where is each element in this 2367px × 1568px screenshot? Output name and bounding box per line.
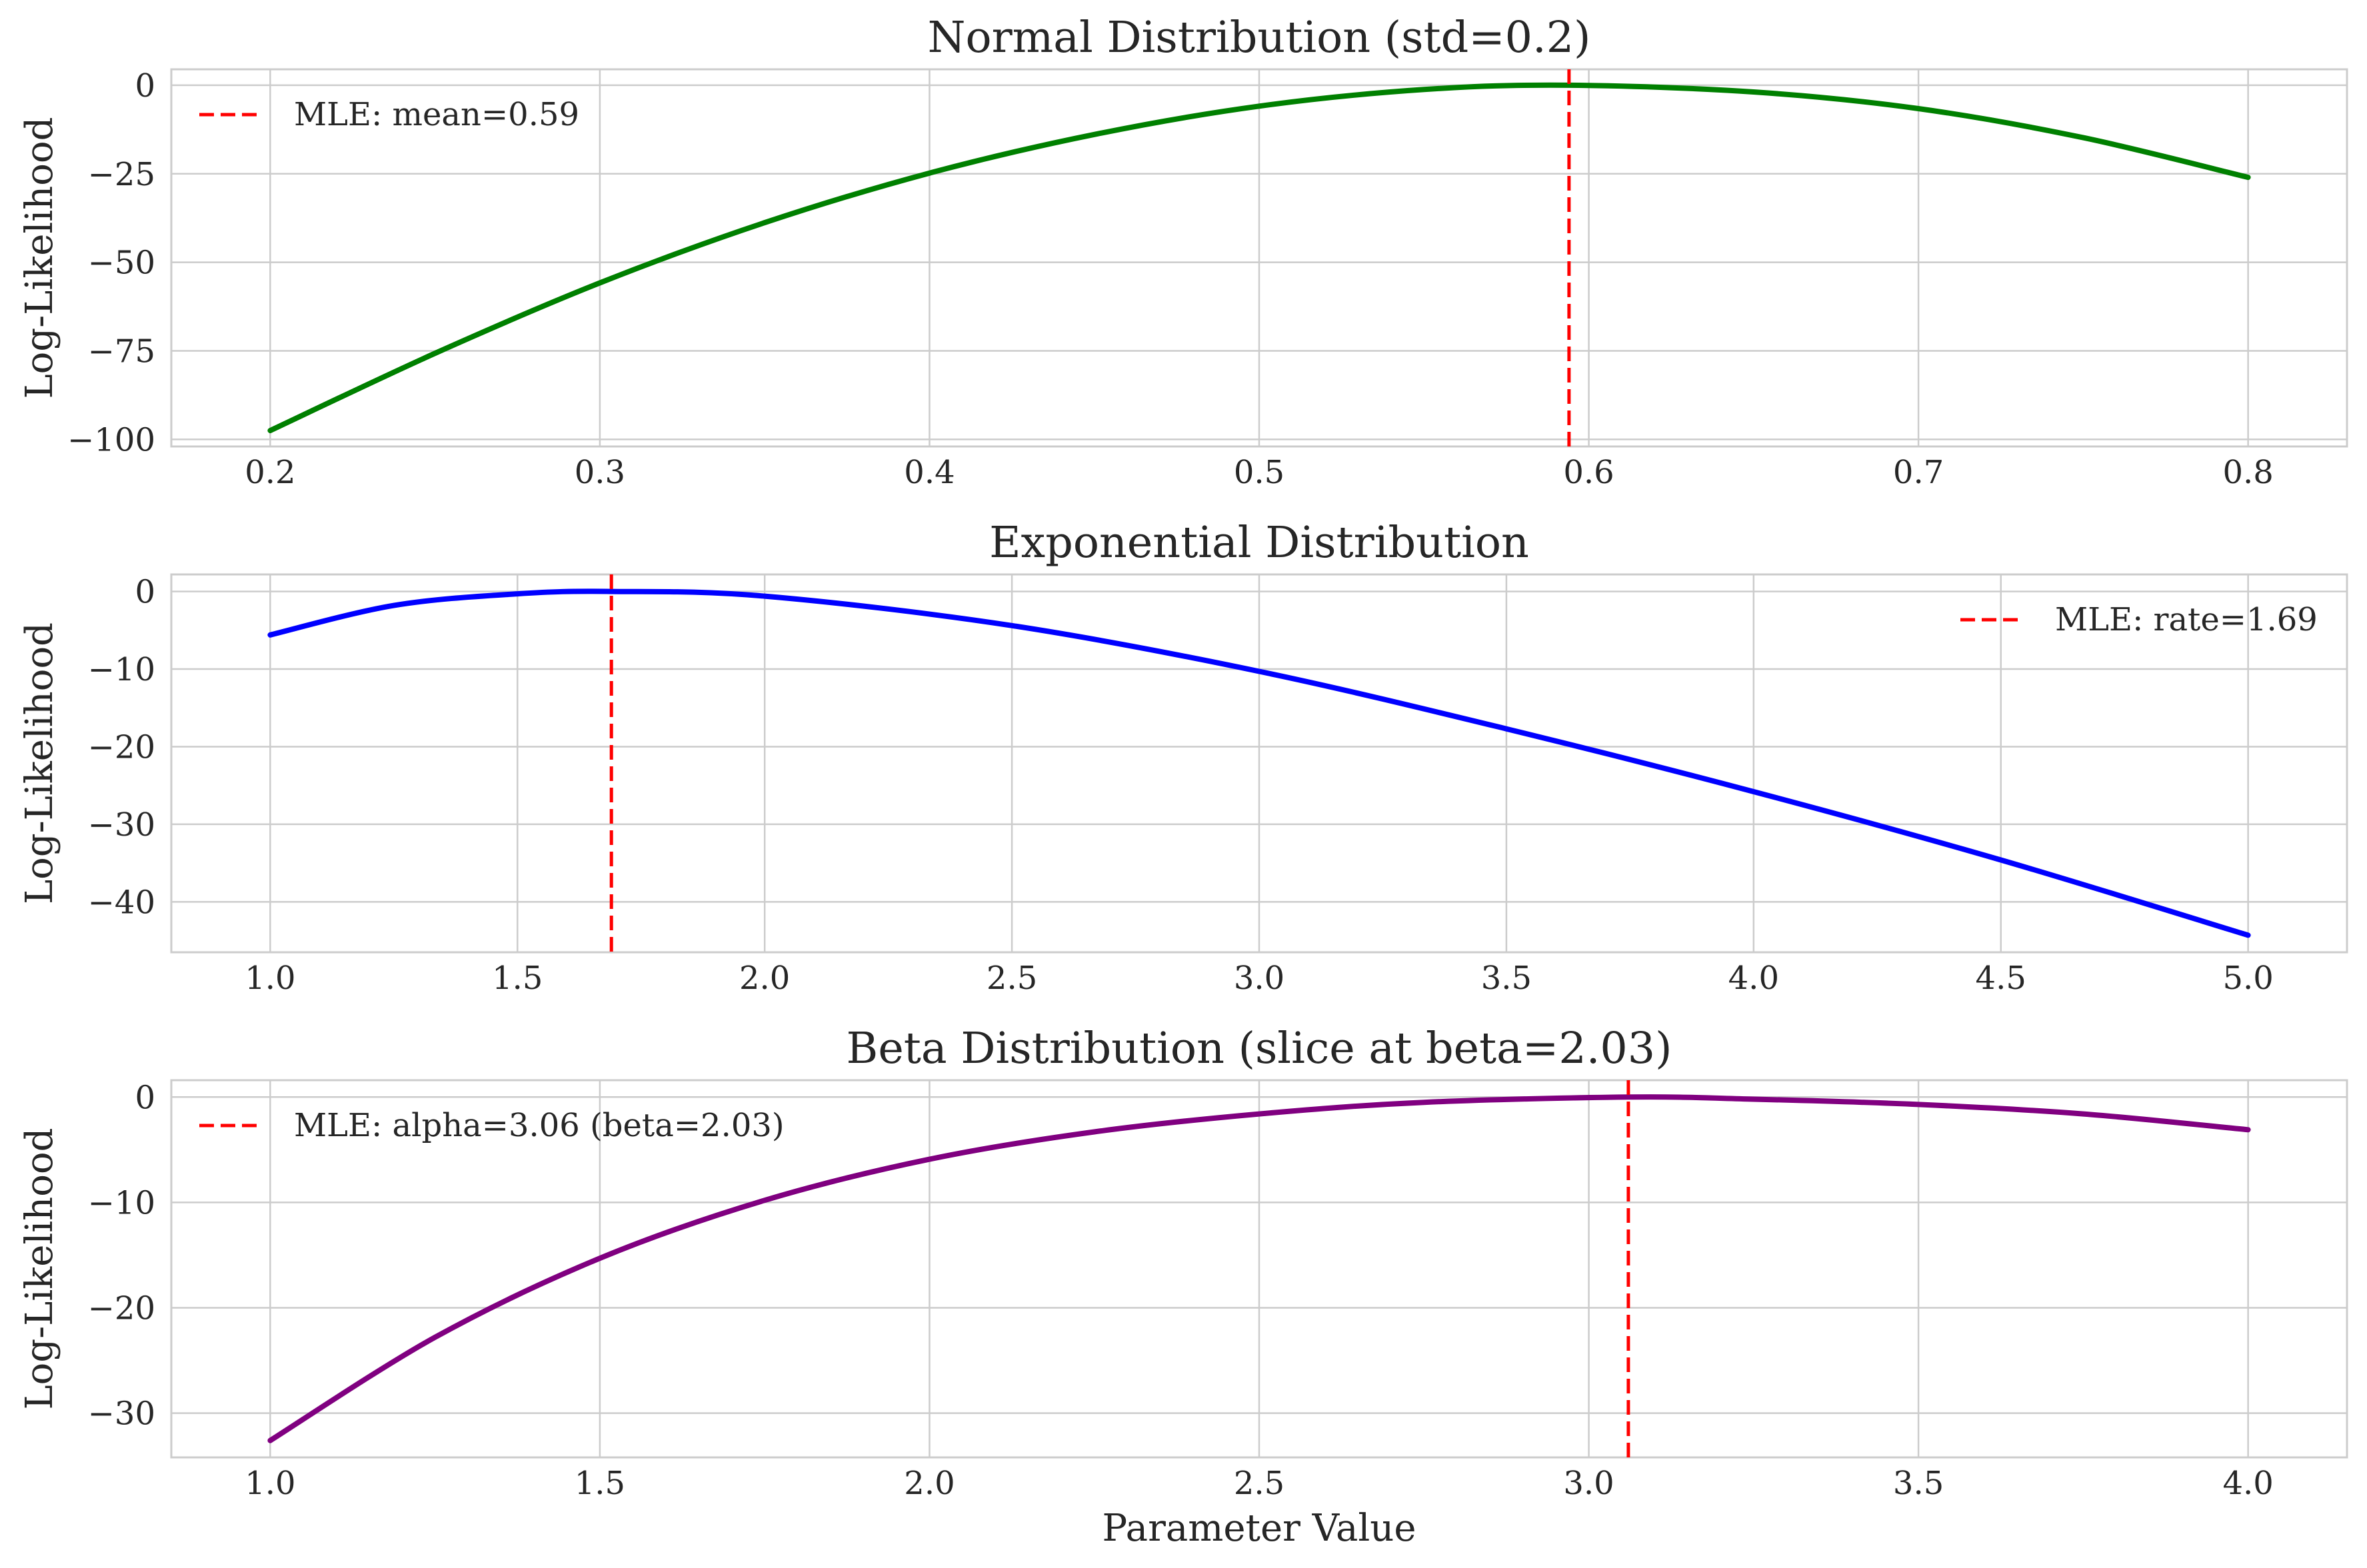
y-tick-label: −10 <box>88 1184 155 1221</box>
legend: MLE: mean=0.59 <box>199 96 579 133</box>
x-tick-label: 4.0 <box>1728 960 1779 997</box>
x-tick-label: 1.0 <box>245 1465 295 1502</box>
x-tick-label: 4.0 <box>2222 1465 2273 1502</box>
y-tick-label: 0 <box>135 1079 155 1116</box>
x-tick-label: 3.0 <box>1234 960 1284 997</box>
y-tick-label: −75 <box>88 333 155 371</box>
x-tick-label: 2.0 <box>904 1465 955 1502</box>
x-tick-label: 1.5 <box>492 960 543 997</box>
y-axis-label: Log-Likelihood <box>18 117 61 398</box>
chart-title: Normal Distribution (std=0.2) <box>928 13 1591 63</box>
x-tick-label: 3.0 <box>1563 1465 1614 1502</box>
x-tick-label: 0.3 <box>575 454 625 491</box>
y-tick-label: −10 <box>88 651 155 688</box>
chart-title: Exponential Distribution <box>989 518 1529 568</box>
y-tick-label: −100 <box>67 421 155 458</box>
axes-frame <box>170 1079 2348 1459</box>
y-tick-label: −50 <box>88 245 155 282</box>
x-tick-label: 0.2 <box>245 454 295 491</box>
x-tick-label: 0.8 <box>2222 454 2273 491</box>
x-tick-label: 5.0 <box>2222 960 2273 997</box>
x-tick-label: 1.0 <box>245 960 295 997</box>
y-tick-label: −30 <box>88 1395 155 1433</box>
series-line <box>267 82 2251 434</box>
series-line <box>267 588 2251 938</box>
y-tick-label: −20 <box>88 1289 155 1327</box>
chart-panel-1: 0.2 0.3 0.4 0.5 0.6 0.7 0.8 0 −25 −50 −75 −100 Norma… <box>18 13 2348 491</box>
x-tick-label: 3.5 <box>1481 960 1532 997</box>
chart-panel-2: 1.0 1.5 2.0 2.5 3.0 3.5 4.0 4.5 5.0 0 −10 −20 −30 −40… <box>18 518 2348 997</box>
y-tick-label: −40 <box>88 884 155 921</box>
axes-frame <box>170 573 2348 954</box>
x-tick-label: 2.5 <box>1234 1465 1284 1502</box>
x-axis-label: Parameter Value <box>1103 1507 1416 1550</box>
x-tick-label: 2.0 <box>739 960 790 997</box>
legend-label: MLE: alpha=3.06 (beta=2.03) <box>294 1107 785 1144</box>
x-tick-label: 1.5 <box>575 1465 625 1502</box>
y-tick-label: −20 <box>88 728 155 766</box>
chart-title: Beta Distribution (slice at beta=2.03) <box>847 1024 1672 1074</box>
x-tick-label: 4.5 <box>1976 960 2026 997</box>
y-tick-label: −25 <box>88 156 155 193</box>
chart-panel-3: 1.0 1.5 2.0 2.5 3.0 3.5 4.0 0 −10 −20 −30 Beta Dist… <box>18 1024 2348 1550</box>
x-tick-label: 0.4 <box>904 454 955 491</box>
legend-label: MLE: mean=0.59 <box>294 96 579 133</box>
series-line <box>267 1094 2251 1443</box>
y-axis-label: Log-Likelihood <box>18 622 61 904</box>
legend: MLE: alpha=3.06 (beta=2.03) <box>199 1107 785 1144</box>
x-tick-label: 0.5 <box>1234 454 1284 491</box>
y-tick-label: 0 <box>135 67 155 105</box>
x-tick-label: 3.5 <box>1893 1465 1944 1502</box>
legend: MLE: rate=1.69 <box>1960 601 2318 638</box>
y-tick-label: −30 <box>88 806 155 844</box>
axes-frame <box>170 68 2348 448</box>
legend-label: MLE: rate=1.69 <box>2055 601 2318 638</box>
x-tick-label: 0.6 <box>1563 454 1614 491</box>
x-tick-label: 2.5 <box>987 960 1037 997</box>
y-tick-label: 0 <box>135 574 155 611</box>
y-axis-label: Log-Likelihood <box>18 1128 61 1409</box>
x-tick-label: 0.7 <box>1893 454 1944 491</box>
